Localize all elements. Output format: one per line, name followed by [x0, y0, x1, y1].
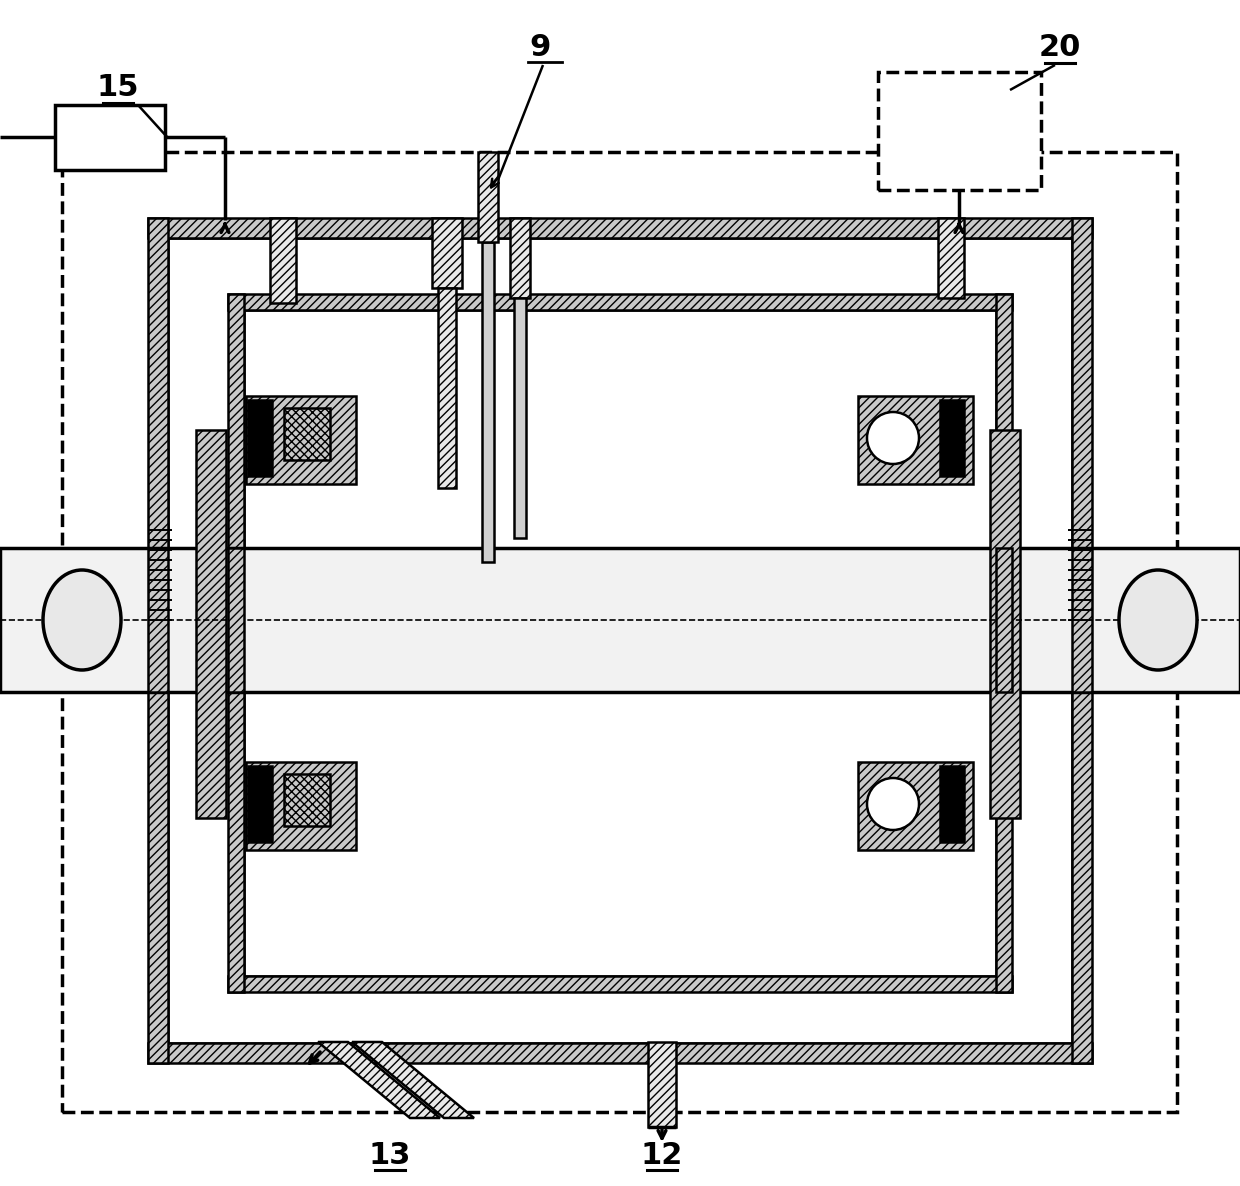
Bar	[228, 976, 1012, 991]
Bar	[62, 152, 1177, 1112]
Bar	[990, 431, 1021, 818]
Bar	[148, 218, 167, 1063]
Bar	[515, 298, 526, 538]
Text: 15: 15	[97, 74, 139, 102]
Bar	[649, 1042, 676, 1127]
Bar	[996, 548, 1012, 691]
Bar	[996, 294, 1012, 991]
Bar	[228, 294, 244, 991]
Bar	[937, 218, 963, 298]
Bar	[858, 761, 973, 850]
Circle shape	[867, 412, 919, 464]
Bar	[432, 218, 463, 288]
Bar	[878, 72, 1042, 190]
Bar	[148, 218, 1092, 238]
Bar	[1073, 218, 1092, 1063]
Bar	[477, 152, 498, 242]
Ellipse shape	[1118, 570, 1197, 670]
Bar	[940, 766, 963, 842]
Polygon shape	[317, 1042, 440, 1118]
Bar	[148, 1042, 1092, 1063]
Bar	[228, 548, 244, 691]
Bar	[510, 218, 529, 298]
Bar	[438, 288, 456, 487]
Bar	[1073, 548, 1092, 691]
Bar	[0, 548, 1240, 691]
Bar	[248, 400, 272, 476]
Bar	[196, 431, 226, 818]
Bar	[167, 238, 1073, 1042]
Polygon shape	[352, 1042, 474, 1118]
Bar	[482, 242, 494, 562]
Bar	[228, 294, 1012, 310]
Bar	[858, 396, 973, 484]
Bar	[248, 766, 272, 842]
Circle shape	[867, 778, 919, 830]
Bar	[270, 218, 296, 302]
Text: 20: 20	[1039, 33, 1081, 63]
Bar	[284, 408, 330, 460]
Bar	[246, 396, 356, 484]
Bar	[148, 548, 167, 691]
Text: 9: 9	[529, 33, 551, 63]
Text: 12: 12	[641, 1141, 683, 1169]
Bar	[940, 400, 963, 476]
Bar	[246, 761, 356, 850]
Bar	[55, 106, 165, 170]
Bar	[284, 774, 330, 825]
Text: 13: 13	[368, 1141, 412, 1169]
Bar	[244, 310, 996, 976]
Ellipse shape	[43, 570, 122, 670]
